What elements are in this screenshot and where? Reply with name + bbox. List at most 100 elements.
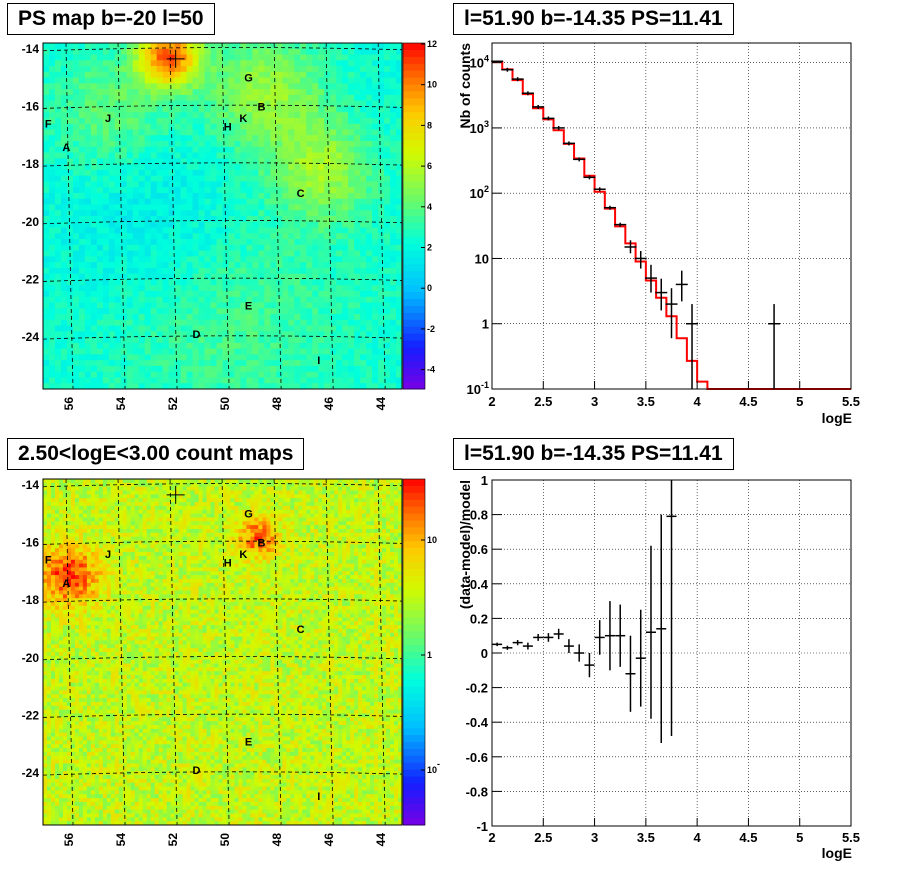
map-cell	[266, 490, 271, 495]
map-cell	[186, 66, 193, 73]
map-cell	[216, 296, 223, 303]
map-cell	[102, 216, 110, 223]
map-cell	[338, 486, 343, 491]
map-cell	[386, 494, 391, 499]
map-cell	[90, 490, 96, 495]
map-cell	[198, 94, 205, 102]
map-cell	[146, 479, 152, 484]
map-cell	[240, 54, 247, 61]
map-cell	[156, 210, 164, 217]
map-cell	[186, 187, 193, 194]
map-cell	[360, 198, 367, 205]
map-cell	[210, 273, 217, 280]
map-cell	[70, 517, 76, 522]
map-cell	[336, 250, 343, 257]
map-cell	[360, 135, 367, 142]
map-cell	[360, 331, 367, 338]
map-cell	[90, 117, 98, 125]
map-cell	[216, 158, 223, 165]
map-cell	[288, 43, 295, 50]
map-cell	[396, 371, 403, 378]
map-cell	[154, 498, 160, 503]
map-cell	[182, 498, 187, 503]
map-cell	[326, 521, 331, 526]
grid-line-b	[42, 47, 403, 52]
map-cell	[306, 331, 313, 338]
map-cell	[228, 233, 235, 240]
map-cell	[282, 308, 289, 315]
map-cell	[246, 525, 251, 530]
map-cell	[126, 262, 134, 269]
map-cell	[150, 354, 158, 361]
map-cell	[288, 325, 295, 332]
map-cell	[144, 54, 152, 61]
map-cell	[336, 325, 343, 332]
map-cell	[84, 377, 92, 384]
map-cell	[222, 517, 227, 522]
map-cell	[204, 112, 211, 119]
map-cell	[114, 279, 122, 286]
map-cell	[330, 89, 337, 96]
map-cell	[306, 158, 313, 165]
map-cell	[108, 273, 116, 280]
map-cell	[288, 244, 295, 251]
map-cell	[210, 198, 217, 205]
map-cell	[198, 256, 205, 263]
map-cell	[348, 100, 355, 107]
map-cell	[266, 513, 271, 518]
map-cell	[324, 221, 331, 228]
map-cell	[396, 141, 403, 148]
map-cell	[186, 135, 193, 142]
map-cell	[58, 482, 64, 488]
map-cell	[216, 181, 223, 188]
map-cell	[234, 302, 241, 309]
map-cell	[300, 314, 307, 321]
map-cell	[270, 502, 275, 507]
map-cell	[62, 525, 68, 530]
map-cell	[48, 262, 56, 269]
map-cell	[396, 342, 403, 350]
map-cell	[60, 192, 68, 200]
map-cell	[66, 60, 74, 67]
map-cell	[78, 54, 86, 61]
map-cell	[90, 525, 96, 530]
map-cell	[43, 244, 50, 251]
map-cell	[120, 233, 128, 240]
map-cell	[302, 482, 307, 488]
map-cell	[264, 123, 271, 130]
map-cell	[330, 112, 337, 119]
map-cell	[120, 48, 128, 55]
map-cell	[168, 290, 176, 298]
map-cell	[258, 325, 265, 332]
map-cell	[78, 60, 86, 67]
map-cell	[96, 54, 104, 61]
map-cell	[198, 198, 205, 205]
map-cell	[78, 498, 84, 503]
map-cell	[96, 146, 104, 153]
map-cell	[354, 296, 361, 303]
map-cell	[336, 158, 343, 165]
map-cell	[372, 365, 379, 373]
map-cell	[60, 308, 68, 315]
map-cell	[310, 502, 315, 507]
map-cell	[98, 513, 104, 518]
x-tick-label: 56	[62, 397, 76, 411]
source-label: J	[105, 113, 111, 125]
map-cell	[60, 112, 68, 119]
map-cell	[342, 279, 349, 286]
map-cell	[126, 490, 132, 495]
map-cell	[126, 152, 134, 159]
map-cell	[66, 331, 74, 338]
map-cell	[154, 494, 160, 499]
map-cell	[162, 290, 170, 298]
map-cell	[270, 342, 277, 350]
map-cell	[126, 486, 132, 491]
map-cell	[144, 48, 152, 55]
map-cell	[156, 71, 164, 78]
x-tick-label: 46	[322, 397, 336, 411]
map-cell	[306, 187, 313, 194]
map-cell	[366, 486, 371, 491]
y-tick-label: 103	[470, 119, 489, 136]
map-cell	[290, 490, 295, 495]
map-cell	[120, 169, 128, 177]
